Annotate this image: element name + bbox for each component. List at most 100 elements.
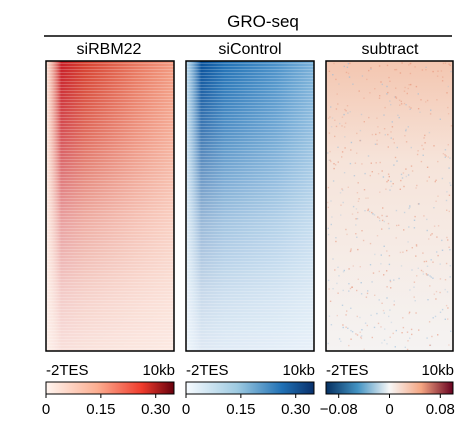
heatmap-cell: [437, 334, 439, 336]
heatmap-cell: [386, 270, 388, 272]
colorbar-tick-label: 0: [182, 401, 190, 418]
heatmap-cell: [429, 113, 432, 115]
heatmap-cell: [398, 277, 400, 280]
heatmap-cell: [375, 133, 377, 136]
heatmap-cell: [342, 271, 345, 273]
heatmap-cell: [378, 299, 380, 301]
heatmap-cell: [348, 283, 350, 285]
heatmap-cell: [409, 62, 411, 65]
heatmap-cell: [420, 269, 423, 272]
heatmap-cell: [345, 71, 348, 74]
heatmap-cell: [418, 329, 420, 331]
heatmap-cell: [383, 274, 385, 276]
heatmap-cell: [417, 93, 419, 95]
heatmap-cell: [422, 273, 425, 275]
heatmap-cell: [396, 224, 398, 227]
heatmap-cell: [373, 214, 376, 216]
heatmap-cell: [366, 324, 368, 327]
heatmap-cell: [432, 261, 434, 263]
panel-label-sicontrol: siControl: [218, 41, 281, 58]
heatmap-cell: [351, 286, 353, 288]
xtick-label-subtract-end: 10kb: [421, 362, 454, 379]
heatmap-cell: [441, 239, 443, 242]
heatmap-cell: [378, 97, 381, 99]
heatmap-cell: [344, 108, 346, 111]
heatmap-cell: [333, 167, 335, 170]
heatmap-cell: [437, 70, 439, 72]
heatmap-cell: [338, 83, 340, 85]
heatmap-cell: [439, 118, 441, 120]
heatmap-cell: [420, 99, 422, 101]
heatmap-cell: [382, 309, 385, 312]
heatmap-cell: [450, 70, 452, 73]
heatmap-cell: [442, 153, 445, 155]
heatmap-cell: [401, 62, 403, 64]
heatmap-cell: [428, 238, 430, 240]
heatmap-cell: [405, 175, 407, 178]
heatmap-cell: [447, 156, 449, 158]
heatmap-cell: [384, 106, 386, 109]
heatmap-cell: [387, 222, 390, 225]
heatmap-cell: [391, 121, 393, 123]
heatmap-cell: [341, 188, 343, 190]
heatmap-cell: [447, 85, 449, 88]
heatmap-cell: [327, 206, 329, 209]
heatmap-cell: [390, 104, 392, 106]
heatmap-cell: [393, 142, 395, 144]
heatmap-cell: [426, 180, 428, 182]
heatmap-cell: [359, 129, 362, 132]
heatmap-cell: [344, 136, 346, 138]
heatmap-cell: [332, 288, 334, 290]
heatmap-cell: [435, 179, 437, 181]
heatmap-cell: [327, 233, 330, 236]
heatmap-cell: [377, 216, 379, 218]
heatmap-cell: [402, 326, 405, 329]
heatmap-cell: [434, 180, 436, 183]
heatmap-cell: [356, 289, 358, 292]
heatmap-cell: [368, 210, 371, 213]
heatmap-cell: [428, 131, 431, 134]
heatmap-cell: [335, 240, 337, 243]
heatmap-cell: [445, 304, 448, 307]
heatmap-cell: [447, 144, 449, 146]
heatmap-cell: [371, 281, 373, 283]
heatmap-cell: [417, 267, 419, 269]
heatmap-cell: [424, 134, 426, 137]
heatmap-cell: [406, 348, 409, 351]
heatmap-cell: [386, 215, 388, 217]
heatmap-cell: [376, 312, 378, 315]
heatmap-cell: [416, 153, 419, 156]
heatmap-cell: [400, 173, 403, 176]
heatmap-cell: [387, 133, 389, 136]
heatmap-cell: [400, 100, 402, 103]
heatmap-panel-sirbm22: [45, 60, 175, 352]
heatmap-cell: [347, 112, 349, 114]
heatmap-cell: [436, 75, 439, 77]
heatmap-cell: [426, 99, 429, 102]
heatmap-cell: [394, 156, 397, 159]
colorbar-sicontrol: 0 0.15 0.30: [182, 381, 315, 418]
heatmap-cell: [448, 246, 450, 248]
heatmap-cell: [328, 132, 331, 134]
heatmap-cell: [382, 207, 384, 209]
heatmap-cell: [329, 300, 332, 302]
heatmap-cell: [405, 128, 407, 131]
heatmap-cell: [449, 157, 451, 159]
heatmap-cell: [400, 265, 403, 267]
heatmap-cell: [389, 80, 391, 82]
heatmap-cell: [348, 268, 350, 270]
heatmap-cell: [357, 200, 360, 202]
heatmap-cell: [388, 263, 391, 266]
heatmap-cell: [374, 253, 376, 256]
heatmap-cell: [444, 156, 446, 158]
colorbar-tick-label: 0: [385, 401, 393, 418]
heatmap-cell: [386, 343, 388, 345]
heatmap-cell: [337, 103, 339, 105]
heatmap-cell: [370, 67, 372, 69]
heatmap-cell: [447, 106, 449, 109]
heatmap-cell: [356, 315, 358, 318]
heatmap-cell: [389, 336, 391, 338]
heatmap-cell: [392, 332, 394, 335]
heatmap-cell: [383, 312, 385, 314]
